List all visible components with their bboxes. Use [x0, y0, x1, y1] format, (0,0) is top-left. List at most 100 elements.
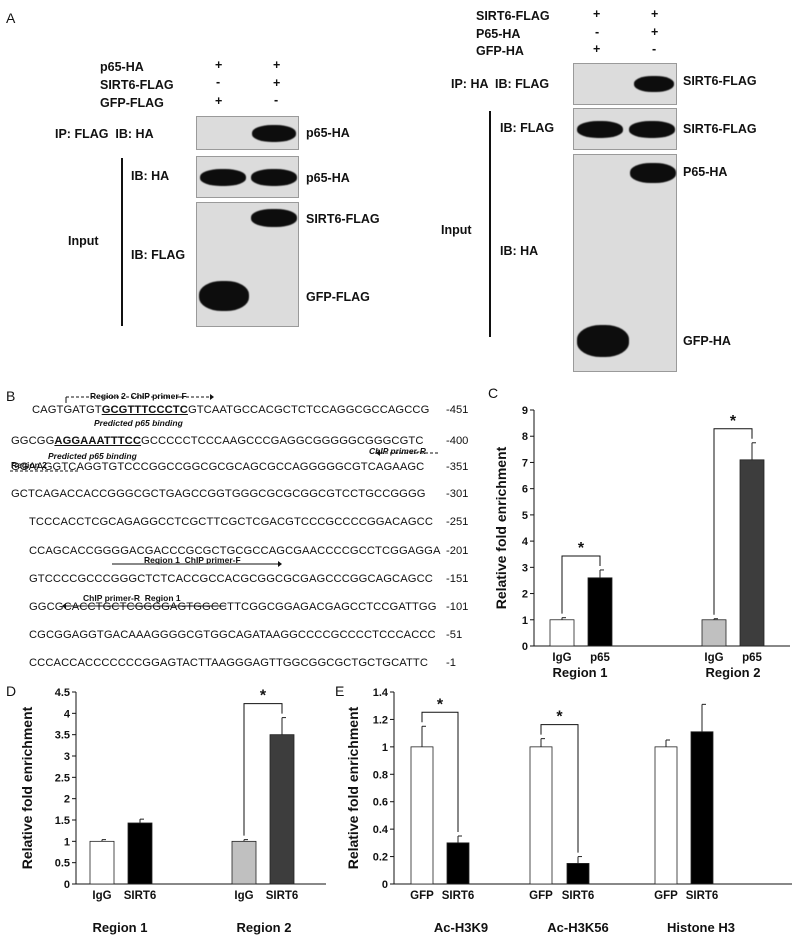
bar — [690, 731, 714, 885]
bar — [701, 619, 727, 647]
p65-binding-motif: AGGAAATTTCC — [54, 435, 142, 447]
annot-region2-primer-r: ChIP primer-R — [369, 446, 426, 456]
x-tick-label: SIRT6 — [266, 890, 299, 902]
ib-flag-label: IB: FLAG — [131, 248, 186, 262]
sequence-annotation-arrows — [10, 394, 438, 609]
x-tick-label: SIRT6 — [686, 890, 719, 902]
sequence-line: CGCGGAGGTGACAAAGGGGCGTGGCAGATAAGGCCCCGCC… — [29, 629, 436, 641]
y-tick-label: 4 — [64, 708, 71, 720]
sequence-position: -351 — [446, 461, 469, 473]
x-tick-label: SIRT6 — [124, 890, 157, 902]
sequence-text: GGCGG — [11, 435, 55, 447]
y-tick-label: 1.2 — [373, 714, 388, 726]
bar — [566, 863, 590, 885]
sequence-line: GGAAGGTCAGGTGTCCCGGCCGGCGCGCAGCGCCAGGGGG… — [11, 461, 424, 473]
significance-star: * — [578, 540, 585, 557]
annot-predicted-2: Predicted p65 binding — [48, 451, 137, 461]
r-cond-label-sirt6-flag: SIRT6-FLAG — [476, 9, 550, 23]
y-tick-label: 1 — [382, 742, 388, 754]
lane-sign: + — [593, 7, 601, 21]
y-tick-label: 1 — [64, 836, 70, 848]
r-band-label-p65: P65-HA — [683, 165, 728, 179]
panel-e-letter: E — [335, 683, 345, 699]
group-label: Region 2 — [237, 920, 292, 935]
ib-ha-label: IB: HA — [131, 169, 170, 183]
panel-b-letter: B — [6, 388, 16, 404]
sequence-position: -400 — [446, 435, 469, 447]
sequence-position: -251 — [446, 516, 469, 528]
group-label: Region 2 — [706, 665, 761, 680]
significance-bracket — [561, 555, 601, 614]
sequence-line: GGCGCACCTGCTCGGGGAGTGGCCTTCGGCGGAGACGAGC… — [29, 601, 437, 613]
r-cond-label-p65-ha: P65-HA — [476, 27, 521, 41]
sequence-text: GCTCAGACCACCGGGCGCTGAGCCGGTGGGCGCGCGGCGT… — [11, 488, 426, 500]
y-tick-label: 1.4 — [373, 687, 389, 699]
sequence-text: GTCAATGCCACGCTCTCCAGGCGCCAGCCG — [187, 404, 430, 416]
sequence-position: -51 — [446, 629, 463, 641]
r-blot-input-ha — [573, 154, 677, 372]
bar — [231, 840, 257, 885]
y-tick-label: 0.6 — [373, 797, 388, 809]
group-label: Region 1 — [93, 920, 148, 935]
sequence-text: GCCCCCTCCCAAGCCCGAGGCGGGGGCGGGCGTC — [141, 435, 424, 447]
annot-region2-primer-f: Region 2 ChIP primer-F — [90, 391, 187, 401]
bar — [529, 746, 553, 885]
y-axis-label: Relative fold enrichment — [493, 446, 509, 609]
panel-a-letter: A — [6, 10, 16, 26]
chart-d: 0 0.5 1 1.5 2 2.5 3 3.5 4 4.5 Relative fold enrich… — [19, 687, 326, 935]
sequence-position: -451 — [446, 404, 469, 416]
bar — [587, 577, 613, 647]
panel-d-letter: D — [6, 683, 17, 699]
y-tick-label: 0.8 — [373, 769, 388, 781]
x-tick-label: IgG — [234, 890, 253, 902]
x-tick-label: SIRT6 — [442, 890, 475, 902]
band-label-gfp: GFP-FLAG — [306, 290, 370, 304]
chart-c: 0 1 2 3 4 5 6 7 8 9 Relative fold enrichment IgG p65… — [493, 405, 790, 680]
sequence-position: -201 — [446, 545, 469, 557]
input-bracket-line — [121, 158, 123, 326]
lane-sign: + — [651, 25, 659, 39]
r-band-label-ip: SIRT6-FLAG — [683, 74, 757, 88]
band-label-sirt6: SIRT6-FLAG — [306, 212, 380, 226]
y-tick-label: 5 — [522, 510, 528, 522]
y-tick-label: 3 — [522, 562, 528, 574]
significance-bracket — [713, 428, 753, 615]
y-tick-label: 1 — [522, 615, 528, 627]
y-tick-label: 4.5 — [55, 687, 70, 699]
y-tick-label: 4 — [522, 536, 529, 548]
sequence-line: GGCGGAGGAAATTTCCGCCCCCTCCCAAGCCCGAGGCGGG… — [11, 435, 424, 447]
x-tick-label: GFP — [529, 890, 553, 902]
x-tick-label: p65 — [742, 652, 762, 664]
x-tick-label: GFP — [410, 890, 434, 902]
y-axis-label: Relative fold enrichment — [345, 706, 361, 869]
significance-star: * — [437, 696, 444, 713]
x-tick-label: p65 — [590, 652, 610, 664]
lane-sign: - — [595, 25, 600, 39]
y-tick-label: 0 — [522, 641, 528, 653]
panel-c-letter: C — [488, 385, 499, 401]
group-label: Ac-H3K9 — [434, 920, 488, 935]
y-tick-label: 3 — [64, 751, 70, 763]
lane-sign: + — [215, 94, 223, 108]
sequence-position: -301 — [446, 488, 469, 500]
sequence-position: -151 — [446, 573, 469, 585]
r-band-label-gfp: GFP-HA — [683, 334, 731, 348]
annot-region2-label: Region 2 — [11, 460, 47, 470]
bar — [549, 619, 575, 647]
sequence-text: CCCACCACCCCCCCGGAGTACTTAAGGGAGTTGGCGGCGC… — [29, 657, 429, 669]
bar — [127, 822, 153, 885]
ip-flag-label: IP: FLAG IB: HA — [55, 127, 154, 141]
annot-region1-primer-f: Region 1 ChIP primer-F — [144, 555, 241, 565]
blot-ip-ha — [196, 116, 299, 150]
significance-bracket — [540, 724, 579, 853]
annot-region1-primer-r: ChIP primer-R Region 1 — [83, 593, 181, 603]
y-tick-label: 6 — [522, 484, 528, 496]
y-tick-label: 8 — [522, 431, 528, 443]
lane-sign: - — [274, 93, 279, 107]
sequence-text: GGCGCACCTGCTCGGGGAGTGGCCTTCGGCGGAGACGAGC… — [29, 601, 437, 613]
x-tick-label: IgG — [92, 890, 111, 902]
lane-sign: + — [651, 7, 659, 21]
r-blot-input-flag — [573, 108, 677, 150]
chart-e: 0 0.2 0.4 0.6 0.8 1 1.2 1.4 Relative fold enrich… — [345, 687, 792, 935]
group-label: Ac-H3K56 — [547, 920, 608, 935]
